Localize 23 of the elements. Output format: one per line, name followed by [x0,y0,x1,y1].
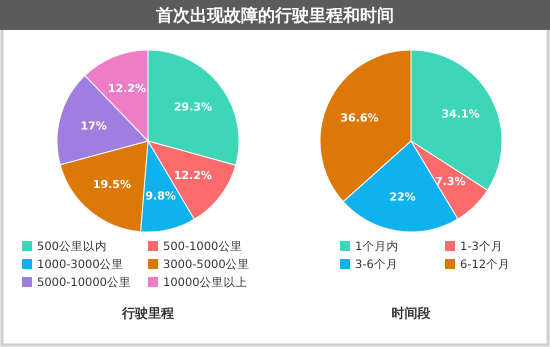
data-label: 12.2% [174,168,212,182]
legend-label: 3-6个月 [355,257,398,271]
legend-label: 1个月内 [355,239,398,253]
legend-label: 1-3个月 [460,239,503,253]
data-label: 34.1% [441,107,480,120]
legend-label: 10000公里以上 [163,275,248,289]
text: 时间段 [392,306,432,322]
data-label: 29.3% [174,100,212,114]
legend-label: 5000-10000公里 [37,275,131,289]
data-label: 36.6% [340,111,379,124]
legend-label: 1000-3000公里 [37,257,124,271]
data-label: 19.5% [92,178,131,191]
legend-label: 500-1000公里 [163,239,242,253]
text: 行驶里程 [121,306,174,322]
data-label: 22% [389,190,416,204]
data-label: 7.3% [435,175,466,188]
data-label: 17% [80,119,107,132]
chart-title: 首次出现故障的行驶里程和时间 [155,6,394,26]
legend-label: 3000-5000公里 [163,257,250,271]
data-label: 9.8% [145,189,176,202]
data-label: 12.2% [108,82,146,96]
legend-label: 6-12个月 [460,257,510,271]
legend-label: 500公里以内 [37,239,107,253]
